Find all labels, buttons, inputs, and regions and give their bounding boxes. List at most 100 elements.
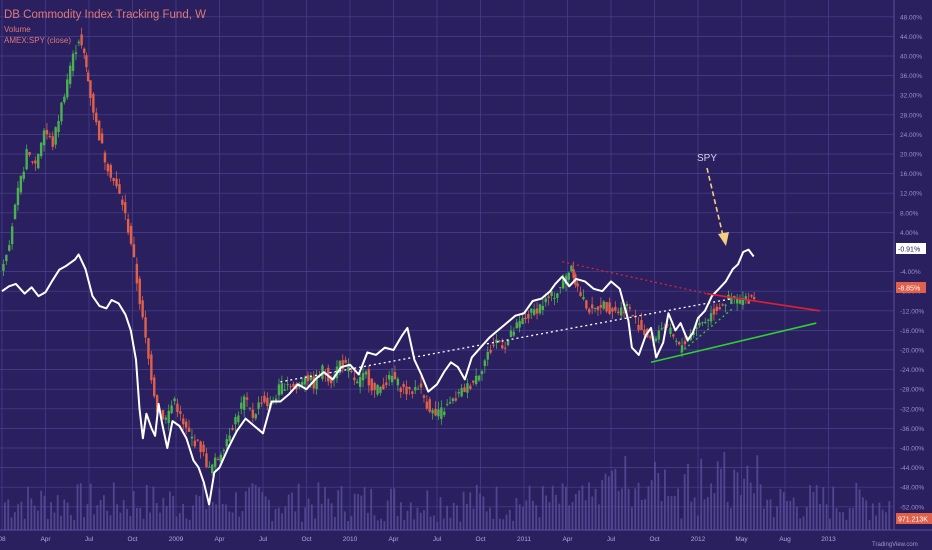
candle-body <box>173 398 176 402</box>
candle-body <box>564 275 568 284</box>
volume-bar <box>548 502 551 530</box>
y-tick-label: -32.00% <box>900 406 924 413</box>
candle-body <box>13 204 17 220</box>
candle-body <box>86 72 90 82</box>
candle-body <box>527 313 530 319</box>
volume-bar <box>574 493 577 530</box>
x-tick-label: 2011 <box>517 536 531 543</box>
volume-bar <box>581 485 584 530</box>
candle-body <box>106 164 110 172</box>
volume-bar <box>799 518 802 530</box>
candle-body <box>225 439 228 447</box>
volume-bar <box>746 465 749 530</box>
candle-body <box>730 297 733 304</box>
candle-body <box>657 330 661 340</box>
candle-body <box>193 440 197 447</box>
volume-bar <box>759 484 762 530</box>
candle-body <box>434 408 437 416</box>
candle-body <box>89 80 92 99</box>
candle-body <box>260 402 263 404</box>
volume-bar <box>119 512 122 530</box>
candle-body <box>63 96 66 103</box>
volume-bar <box>103 495 105 530</box>
candle-body <box>5 254 8 262</box>
volume-bar <box>730 508 732 530</box>
volume-bar <box>495 486 498 530</box>
volume-bar <box>647 486 650 530</box>
volume-bar <box>390 488 392 530</box>
candle-body <box>309 375 313 381</box>
volume-bar <box>403 519 406 530</box>
volume-bar <box>419 512 422 530</box>
volume-bar <box>525 500 528 530</box>
volume-bar <box>515 497 518 530</box>
candle-body <box>347 365 350 372</box>
candle-body <box>576 283 579 287</box>
candle-body <box>469 385 472 389</box>
volume-bar <box>53 512 56 530</box>
volume-bar <box>545 495 547 530</box>
candle-body <box>124 202 127 214</box>
volume-bar <box>598 504 600 530</box>
volume-bar <box>485 511 488 530</box>
candle-body <box>147 338 150 359</box>
volume-bar <box>182 503 184 530</box>
volume-bar <box>60 515 62 530</box>
candle-body <box>596 306 600 311</box>
candle-body <box>202 444 205 453</box>
candle-body <box>71 53 75 72</box>
candle-body <box>724 304 727 306</box>
candle-body <box>567 272 571 280</box>
volume-bar <box>46 518 49 530</box>
candle-body <box>155 395 159 413</box>
volume-bar <box>472 508 475 530</box>
candle-body <box>486 352 489 360</box>
candle-body <box>66 79 69 98</box>
candle-body <box>196 439 199 441</box>
volume-bar <box>367 512 369 530</box>
volume-bar <box>294 511 297 530</box>
candle-body <box>231 428 234 430</box>
volume-bar <box>660 501 663 530</box>
volume-bar <box>697 515 699 530</box>
volume-bar <box>459 521 462 530</box>
volume-bar <box>136 507 138 530</box>
candle-body <box>695 327 698 329</box>
volume-bar <box>568 505 571 530</box>
candle-body <box>237 415 240 423</box>
volume-bar <box>512 520 514 530</box>
candle-body <box>39 142 43 157</box>
volume-bar <box>76 484 79 530</box>
volume-bar <box>423 510 425 530</box>
y-tick-label: 28.00% <box>900 112 922 119</box>
candle-body <box>153 377 156 397</box>
volume-bar <box>426 490 429 530</box>
volume-bar <box>112 482 115 530</box>
volume-bar <box>439 497 442 530</box>
y-tick-label: -16.00% <box>900 328 924 335</box>
candle-body <box>219 454 223 462</box>
candle-body <box>179 411 182 414</box>
candle-body <box>617 311 620 313</box>
candle-body <box>419 383 423 388</box>
volume-bar <box>584 500 587 530</box>
volume-bar <box>789 500 792 530</box>
volume-bar <box>819 504 821 530</box>
volume-bar <box>786 500 788 530</box>
volume-bar <box>116 504 118 530</box>
candle-body <box>283 389 286 391</box>
volume-bar <box>614 468 617 530</box>
candle-body <box>660 328 663 330</box>
volume-bar <box>70 514 72 530</box>
candle-body <box>556 293 559 298</box>
volume-bar <box>835 508 838 530</box>
fund-value-text: -8.85% <box>898 286 920 293</box>
volume-bar <box>277 507 280 530</box>
x-tick-label: Apr <box>388 536 399 543</box>
volume-bar <box>624 456 627 530</box>
volume-bar <box>145 484 148 530</box>
candle-body <box>54 127 57 145</box>
x-tick-label: Jul <box>607 536 616 543</box>
y-tick-label: 12.00% <box>900 191 922 198</box>
